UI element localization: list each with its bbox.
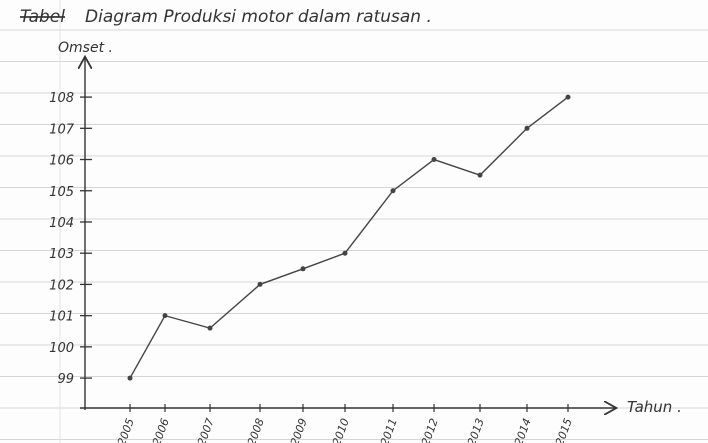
y-tick-label: 104	[49, 216, 74, 231]
point	[432, 157, 437, 162]
struck-word: Tabel	[20, 7, 65, 27]
point	[566, 95, 571, 100]
point	[128, 376, 133, 381]
y-axis-label: Omset .	[58, 40, 113, 56]
y-tick-label: 105	[49, 185, 74, 200]
point	[478, 173, 483, 178]
y-tick-label: 108	[49, 91, 74, 106]
chart-title: Diagram Produksi motor dalam ratusan .	[85, 7, 432, 27]
y-tick-label: 102	[49, 278, 74, 293]
point	[163, 313, 168, 318]
point	[258, 282, 263, 287]
point	[391, 188, 396, 193]
y-tick-label: 106	[49, 154, 74, 169]
page: {"chart_data": {"type": "line", "struck_…	[0, 0, 708, 443]
point	[525, 126, 530, 131]
x-axis-label: Tahun .	[627, 398, 682, 416]
y-tick-label: 103	[49, 247, 74, 262]
y-tick-label: 101	[49, 310, 74, 325]
chart: Tabel Diagram Produksi motor dalam ratus…	[0, 0, 708, 443]
y-tick-label: 107	[49, 122, 75, 137]
point	[301, 266, 306, 271]
point	[343, 251, 348, 256]
point	[208, 326, 213, 331]
y-tick-label: 100	[49, 341, 74, 356]
y-tick-label: 99	[57, 372, 74, 387]
